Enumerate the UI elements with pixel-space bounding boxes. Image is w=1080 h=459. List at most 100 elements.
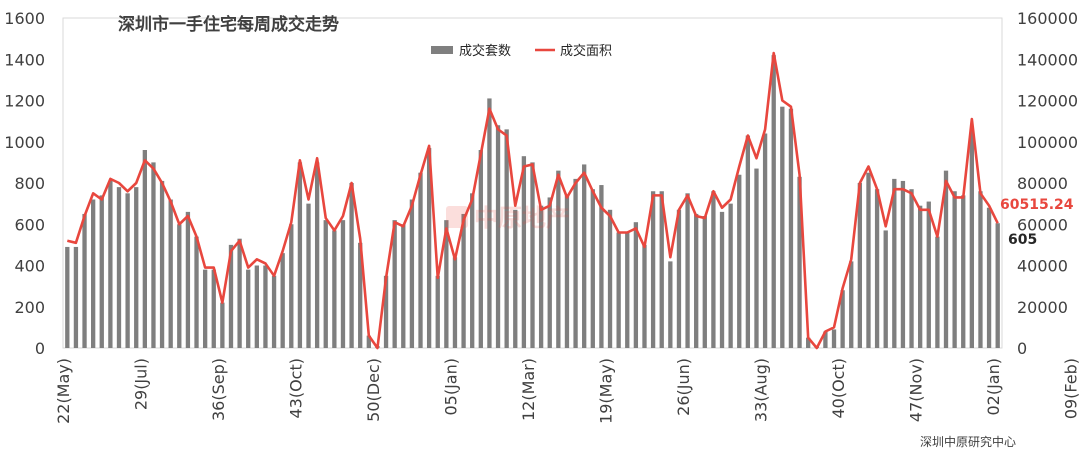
bar-units xyxy=(677,210,681,348)
bar-units xyxy=(866,173,870,348)
bar-units xyxy=(324,220,328,348)
bar-units xyxy=(255,266,259,349)
left-axis-tick-label: 1000 xyxy=(4,133,45,152)
bar-units xyxy=(522,156,526,348)
bar-units xyxy=(117,187,121,348)
bar-units xyxy=(728,204,732,348)
right-axis-tick-label: 0 xyxy=(1017,339,1027,358)
watermark-logo: 中原地产 xyxy=(446,204,570,232)
bar-units xyxy=(909,189,913,348)
left-axis-tick-label: 0 xyxy=(35,339,45,358)
bar-units xyxy=(737,175,741,348)
bar-units xyxy=(987,208,991,348)
bar-units xyxy=(884,230,888,348)
bar-units xyxy=(530,162,534,348)
bar-units xyxy=(125,193,129,348)
bar-units xyxy=(410,200,414,349)
legend-label-area: 成交面积 xyxy=(560,43,612,59)
bar-units xyxy=(436,276,440,348)
bar-units xyxy=(298,162,302,348)
bar-units xyxy=(453,257,457,348)
bar-units xyxy=(74,247,78,348)
bar-units xyxy=(772,55,776,348)
bar-units xyxy=(720,212,724,348)
right-axis-tick-label: 140000 xyxy=(1017,50,1078,69)
bar-units xyxy=(496,125,500,348)
bar-units xyxy=(685,193,689,348)
bar-units xyxy=(996,223,1000,348)
bar-units xyxy=(100,195,104,348)
bar-units xyxy=(978,191,982,348)
legend: 成交套数 成交面积 xyxy=(431,43,612,59)
bar-units xyxy=(754,169,758,348)
bar-units xyxy=(651,191,655,348)
x-tick-label: 22(May) xyxy=(54,358,73,424)
bar-units xyxy=(263,266,267,349)
left-axis-tick-label: 800 xyxy=(14,174,45,193)
bar-units xyxy=(177,224,181,348)
bar-units xyxy=(642,245,646,348)
x-tick-label: 09(Feb) xyxy=(1062,358,1080,419)
left-axis-tick-label: 400 xyxy=(14,257,45,276)
bar-units xyxy=(272,276,276,348)
bar-units xyxy=(892,179,896,348)
bar-units xyxy=(970,129,974,348)
bar-units xyxy=(203,270,207,348)
end-label-units: 605 xyxy=(1008,232,1037,248)
bar-units xyxy=(108,181,112,348)
bar-units xyxy=(143,150,147,348)
x-tick-label: 50(Dec) xyxy=(364,358,383,422)
right-axis-tick-label: 160000 xyxy=(1017,9,1078,28)
chart-title: 深圳市一手住宅每周成交走势 xyxy=(118,14,339,35)
x-tick-label: 36(Sep) xyxy=(209,358,228,421)
bar-units xyxy=(461,214,465,348)
bar-units xyxy=(289,224,293,348)
bar-units xyxy=(220,303,224,348)
legend-bar-swatch xyxy=(431,46,453,54)
bar-units xyxy=(875,189,879,348)
bar-units xyxy=(901,181,905,348)
bar-units xyxy=(134,187,138,348)
right-axis-tick-label: 20000 xyxy=(1017,298,1068,317)
bar-units xyxy=(582,164,586,348)
bar-units xyxy=(789,109,793,348)
x-tick-label: 19(May) xyxy=(597,358,616,424)
bar-units xyxy=(401,224,405,348)
bar-units xyxy=(961,195,965,348)
bar-units xyxy=(65,247,69,348)
right-axis-tick-label: 120000 xyxy=(1017,92,1078,111)
right-axis-tick-label: 40000 xyxy=(1017,257,1068,276)
right-axis-tick-label: 100000 xyxy=(1017,133,1078,152)
bar-units xyxy=(82,214,86,348)
left-axis-tick-label: 1600 xyxy=(4,9,45,28)
x-tick-label: 40(Oct) xyxy=(829,358,848,419)
bar-units xyxy=(634,222,638,348)
bar-units xyxy=(927,202,931,348)
bar-units xyxy=(711,191,715,348)
bar-units xyxy=(332,230,336,348)
bar-units xyxy=(935,237,939,348)
bar-units xyxy=(194,237,198,348)
bar-units xyxy=(151,162,155,348)
x-tick-label: 47(Nov) xyxy=(907,358,926,422)
left-axis-tick-label: 1400 xyxy=(4,50,45,69)
legend-label-units: 成交套数 xyxy=(459,43,511,59)
left-axis-tick-label: 600 xyxy=(14,215,45,234)
bar-units xyxy=(505,129,509,348)
x-tick-label: 29(Jul) xyxy=(131,358,150,410)
bar-units xyxy=(763,134,767,349)
bar-units xyxy=(237,239,241,348)
bar-units xyxy=(160,181,164,348)
bar-units xyxy=(952,191,956,348)
bar-units xyxy=(169,200,173,349)
x-tick-label: 43(Oct) xyxy=(286,358,305,419)
bar-units xyxy=(349,183,353,348)
bar-units xyxy=(306,204,310,348)
bar-units xyxy=(186,212,190,348)
left-axis-tick-label: 200 xyxy=(14,298,45,317)
watermark-text: 中原地产 xyxy=(474,204,570,232)
x-tick-label: 33(Aug) xyxy=(752,358,771,422)
bar-units xyxy=(849,261,853,348)
